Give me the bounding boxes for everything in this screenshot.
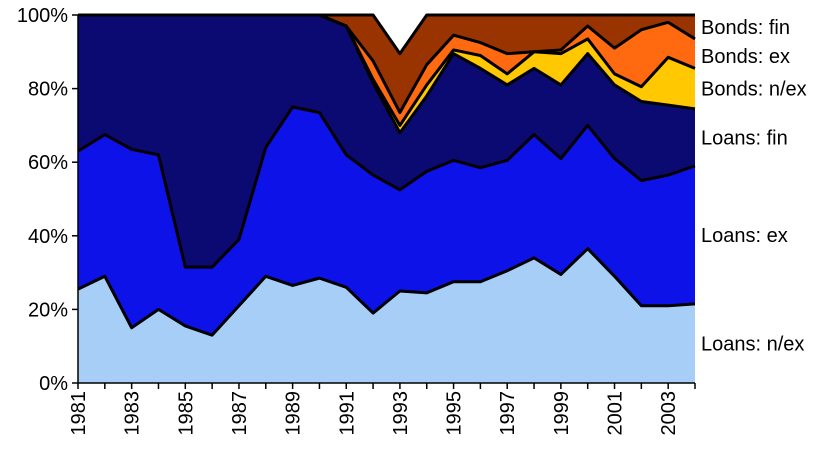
x-tick-label: 1981 — [68, 391, 90, 436]
x-tick-label: 2003 — [658, 391, 680, 436]
x-tick-label: 1985 — [175, 391, 197, 436]
x-tick-label: 1999 — [551, 391, 573, 436]
legend-label-loans-ex: Loans: ex — [701, 225, 788, 247]
legend: Loans: n/ex Loans: ex Loans: fin Bonds: n/e… — [701, 17, 807, 355]
boundary-bonds-fin — [78, 13, 695, 56]
y-tick-label: 0% — [39, 373, 68, 395]
legend-label-bonds-n-ex: Bonds: n/ex — [701, 79, 807, 101]
legend-label-bonds-ex: Bonds: ex — [701, 46, 790, 68]
x-tick-label: 1993 — [390, 391, 412, 436]
area-loans-fin — [78, 15, 695, 268]
legend-label-loans-n-ex: Loans: n/ex — [701, 333, 804, 355]
y-tick-label: 60% — [28, 152, 68, 174]
y-tick-label: 40% — [28, 226, 68, 248]
x-tick-label: 1997 — [497, 391, 519, 436]
legend-label-bonds-fin: Bonds: fin — [701, 17, 790, 39]
x-tick-labels: 1981 1983 1985 1987 1989 1991 1993 1995 1997 1999… — [68, 383, 696, 436]
y-tick-label: 80% — [28, 79, 68, 101]
x-tick-label: 1991 — [336, 391, 358, 436]
x-tick-label: 2001 — [605, 391, 627, 436]
boundary-loans-ex — [77, 105, 696, 269]
y-tick-label: 20% — [28, 299, 68, 321]
y-tick-label: 100% — [17, 5, 68, 27]
boundary-loans-n-ex — [77, 247, 696, 337]
area-loans-ex — [78, 107, 695, 336]
area-loans-n-ex — [78, 248, 695, 383]
legend-label-loans-fin: Loans: fin — [701, 127, 788, 149]
x-tick-label: 1995 — [444, 391, 466, 436]
y-tick-labels: 0% 20% 40% 60% 80% 100% — [17, 5, 78, 395]
x-tick-label: 1989 — [283, 391, 305, 436]
area-bonds-fin — [78, 15, 695, 113]
x-tick-label: 1983 — [122, 391, 144, 436]
axes — [77, 15, 695, 384]
x-tick-label: 1987 — [229, 391, 251, 436]
series-areas — [77, 13, 696, 383]
